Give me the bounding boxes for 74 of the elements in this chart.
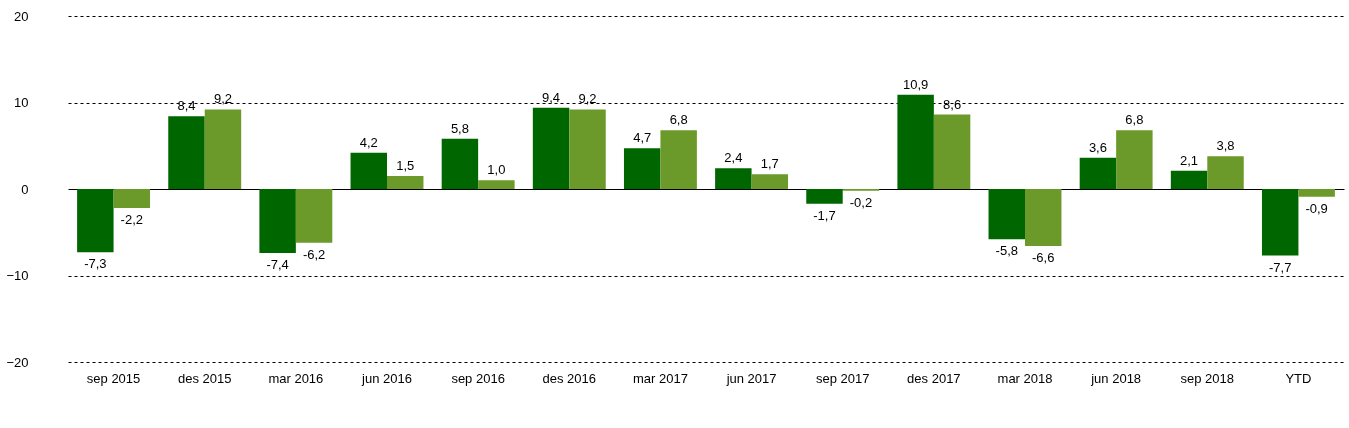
data-label: -2,2: [120, 212, 143, 228]
bar: [295, 189, 333, 243]
y-tick-label: −10: [6, 268, 29, 283]
data-label: 2,4: [724, 150, 743, 166]
x-tick-label: sep 2017: [815, 370, 870, 386]
bar: [1025, 189, 1062, 247]
bar: [1207, 156, 1244, 189]
data-label: 1,5: [396, 158, 415, 174]
bar: [751, 174, 789, 189]
bar: [168, 116, 205, 189]
data-label: 6,8: [1125, 112, 1144, 128]
x-tick-label: mar 2017: [632, 370, 688, 386]
bar: [806, 189, 843, 204]
data-label: -7,4: [266, 257, 289, 273]
bar: [660, 130, 697, 189]
y-tick-label: 20: [14, 8, 29, 24]
data-label: 6,8: [669, 112, 688, 128]
data-label: 9,4: [542, 89, 561, 105]
bar: [1298, 189, 1335, 197]
bar: [387, 176, 424, 189]
bar: [441, 138, 479, 189]
data-label: -6,2: [302, 246, 326, 262]
x-tick-label: YTD: [1285, 370, 1312, 386]
bar: [988, 189, 1025, 240]
data-label: -6,6: [1032, 250, 1055, 266]
x-tick-label: mar 2016: [268, 370, 324, 386]
data-label: -0,9: [1305, 200, 1328, 216]
data-label: -0,2: [849, 194, 873, 210]
bar: [897, 94, 934, 189]
x-tick-label: des 2016: [542, 370, 597, 386]
data-label: 10,9: [902, 76, 929, 92]
x-tick-label: mar 2018: [997, 370, 1053, 386]
bar: [1116, 130, 1153, 189]
x-tick-label: sep 2015: [86, 370, 141, 386]
data-label: 8,4: [177, 98, 196, 114]
bar: [113, 189, 151, 209]
x-tick-label: sep 2016: [451, 370, 505, 386]
y-tick-label: 0: [21, 181, 29, 197]
bar: [204, 109, 242, 189]
x-tick-label: des 2015: [177, 370, 232, 386]
bar: [259, 189, 296, 254]
bar: [623, 148, 661, 189]
x-tick-label: des 2017: [907, 370, 961, 386]
bar: [1079, 157, 1117, 189]
x-tick-label: jun 2016: [361, 370, 412, 386]
bar: [532, 107, 570, 189]
data-label: 9,2: [213, 91, 232, 107]
y-tick-label: −20: [6, 354, 29, 370]
bar: [933, 114, 971, 189]
data-label: 3,6: [1088, 139, 1107, 155]
bar: [350, 152, 387, 189]
data-label: 2,1: [1180, 152, 1199, 168]
data-label: -7,3: [84, 256, 107, 272]
data-label: -5,8: [995, 243, 1018, 259]
y-tick-label: 10: [14, 95, 29, 110]
data-label: -7,7: [1269, 259, 1292, 275]
data-label: 3,8: [1216, 138, 1235, 154]
x-tick-label: jun 2018: [1090, 370, 1142, 386]
data-label: 4,2: [359, 134, 378, 150]
data-label: -1,7: [813, 207, 836, 223]
bar: [478, 180, 515, 189]
bar: [569, 109, 606, 189]
bar: [715, 168, 752, 189]
data-label: 5,8: [450, 120, 469, 136]
data-label: 1,0: [487, 162, 506, 178]
bar: [77, 189, 114, 253]
bar: [1170, 170, 1208, 189]
x-tick-label: sep 2018: [1180, 370, 1235, 386]
data-label: 9,2: [578, 91, 597, 107]
bar: [1261, 189, 1299, 256]
data-label: 8,6: [943, 96, 962, 112]
data-label: 1,7: [760, 156, 779, 172]
x-tick-label: jun 2017: [725, 370, 777, 386]
data-label: 4,7: [633, 130, 652, 146]
